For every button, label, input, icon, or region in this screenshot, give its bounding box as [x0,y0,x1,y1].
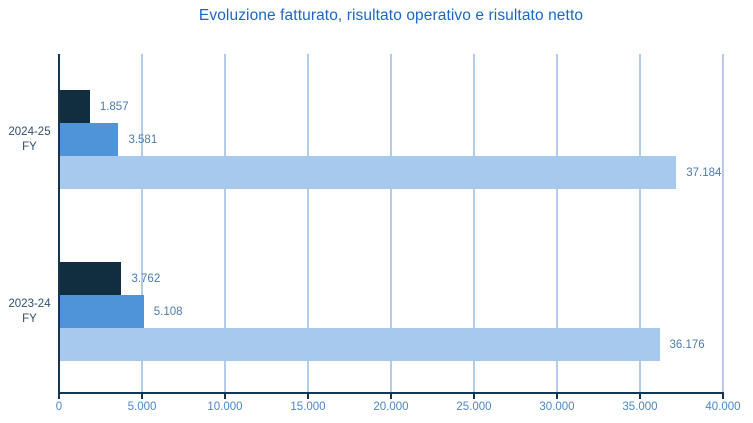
x-axis-tick [141,394,143,399]
x-axis-tick [722,394,724,399]
bar-value-label: 3.762 [131,272,161,285]
x-axis-tick [473,394,475,399]
x-axis-tick [556,394,558,399]
gridline [141,54,143,394]
x-axis-tick [224,394,226,399]
x-tick-label: 5.000 [127,401,157,413]
x-tick-label: 35.000 [622,401,658,413]
y-category-label: 2023-24 FY [2,297,57,327]
bar-value-label: 37.184 [686,166,722,179]
gridline [224,54,226,394]
x-tick-label: 30.000 [539,401,575,413]
bar-fatturato [59,156,677,189]
x-tick-label: 10.000 [207,401,243,413]
y-category-label-line: 2024-25 [8,125,51,138]
x-axis-line [58,392,724,394]
gridline [556,54,558,394]
bar-risultato-operativo [59,295,144,328]
bar-fatturato [59,328,660,361]
plot-area: 0 5.000 10.000 15.000 20.000 25.000 30.000 35.0… [56,54,741,413]
gridline [722,54,724,394]
y-category-label-line: FY [22,140,37,153]
x-tick-label: 25.000 [456,401,492,413]
gridline [390,54,392,394]
x-tick-label: 15.000 [290,401,326,413]
bar-risultato-netto [59,262,122,295]
bar-risultato-operativo [59,123,119,156]
gridline [307,54,309,394]
x-tick-label: 0 [55,401,63,413]
gridline [639,54,641,394]
x-tick-label: 40.000 [705,401,741,413]
gridline [473,54,475,394]
y-axis-line [58,54,60,396]
bar-risultato-netto [59,90,90,123]
y-category-label: 2024-25 FY [2,125,57,155]
x-axis-tick [58,394,60,399]
bar-value-label: 1.857 [99,100,129,113]
chart-title: Evoluzione fatturato, risultato operativ… [198,7,584,24]
y-category-label-line: 2023-24 [8,297,51,310]
bar-value-label: 3.581 [128,133,158,146]
y-category-label-line: FY [22,312,37,325]
bar-value-label: 36.176 [669,338,705,351]
x-axis-tick [639,394,641,399]
x-axis-tick [307,394,309,399]
x-axis-tick [390,394,392,399]
bar-value-label: 5.108 [153,305,183,318]
x-tick-label: 20.000 [373,401,409,413]
